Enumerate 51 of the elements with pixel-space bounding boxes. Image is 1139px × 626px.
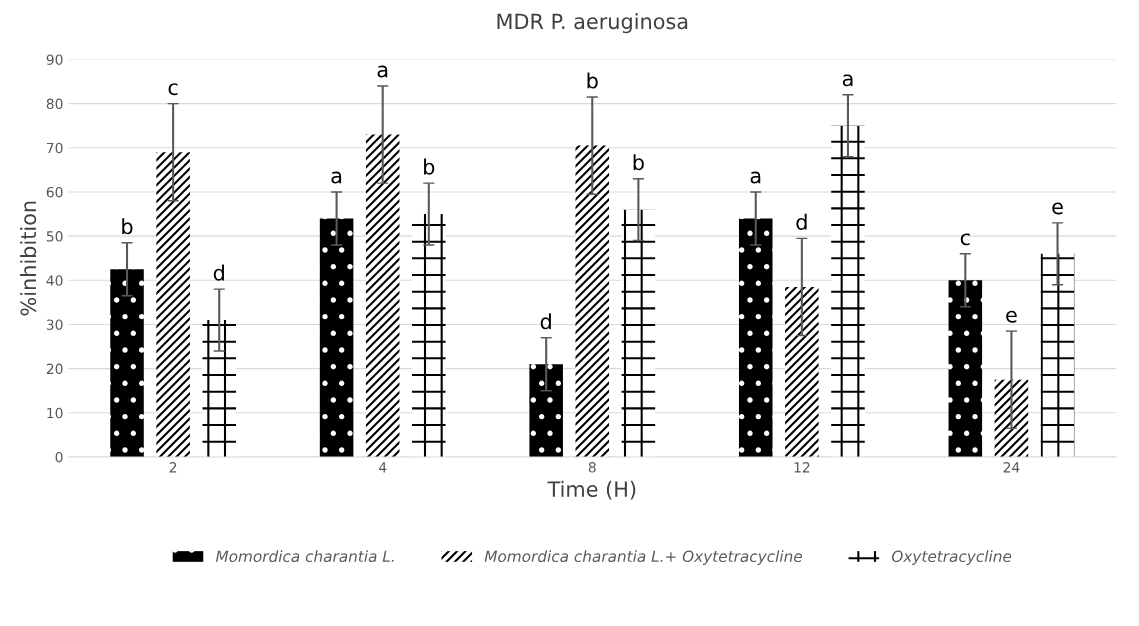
data-label: b	[424, 158, 435, 175]
data-label: e	[1006, 310, 1017, 323]
x-tick-label: 24	[1003, 462, 1020, 473]
bar	[365, 134, 400, 457]
y-tick-label: 60	[46, 186, 63, 198]
y-tick-label: 40	[46, 275, 63, 286]
data-label: c	[960, 233, 970, 246]
y-tick-label: 10	[47, 407, 63, 419]
x-tick-label: 8	[588, 462, 596, 473]
bar	[110, 269, 144, 457]
data-label: d	[540, 313, 551, 330]
bar	[738, 218, 773, 457]
data-label: d	[796, 213, 807, 230]
legend-label: Momordica charantia L.+ Oxytetracycline	[484, 550, 803, 566]
bar	[412, 214, 446, 457]
bar	[1040, 253, 1075, 457]
y-tick-label: 50	[46, 231, 63, 242]
x-axis-title: Time (H)	[547, 480, 636, 500]
data-label: d	[213, 264, 224, 281]
legend-label: Oxytetracycline	[891, 550, 1012, 566]
bar	[156, 152, 190, 457]
bar	[994, 379, 1029, 457]
bar	[948, 280, 983, 457]
y-tick-label: 30	[46, 319, 63, 330]
bar	[529, 364, 563, 457]
data-label: a	[842, 74, 853, 87]
bar	[575, 145, 610, 457]
x-tick-label: 2	[169, 462, 177, 473]
y-tick-label: 20	[46, 363, 63, 375]
bar	[319, 218, 354, 457]
x-tick-label: 12	[794, 462, 810, 473]
legend-label: Momordica charantia L.	[215, 550, 394, 563]
bar	[621, 209, 656, 457]
data-label: b	[587, 72, 598, 89]
x-tick-label: 4	[378, 462, 387, 473]
data-label: a	[377, 65, 388, 78]
data-label: b	[122, 218, 133, 235]
data-label: e	[1052, 202, 1063, 215]
y-tick-label: 70	[46, 142, 63, 154]
chart-title: MDR P. aeruginosa	[497, 13, 688, 34]
y-tick-label: 90	[46, 54, 63, 65]
bar	[785, 286, 819, 457]
data-label: a	[750, 171, 761, 184]
data-label: b	[633, 154, 644, 171]
data-label: c	[168, 83, 178, 96]
bar	[831, 125, 865, 457]
data-label: a	[331, 171, 342, 184]
y-tick-label: 0	[55, 451, 63, 463]
bar	[202, 320, 236, 457]
y-axis-title: %inhibition	[20, 201, 37, 316]
y-tick-label: 80	[46, 98, 63, 110]
